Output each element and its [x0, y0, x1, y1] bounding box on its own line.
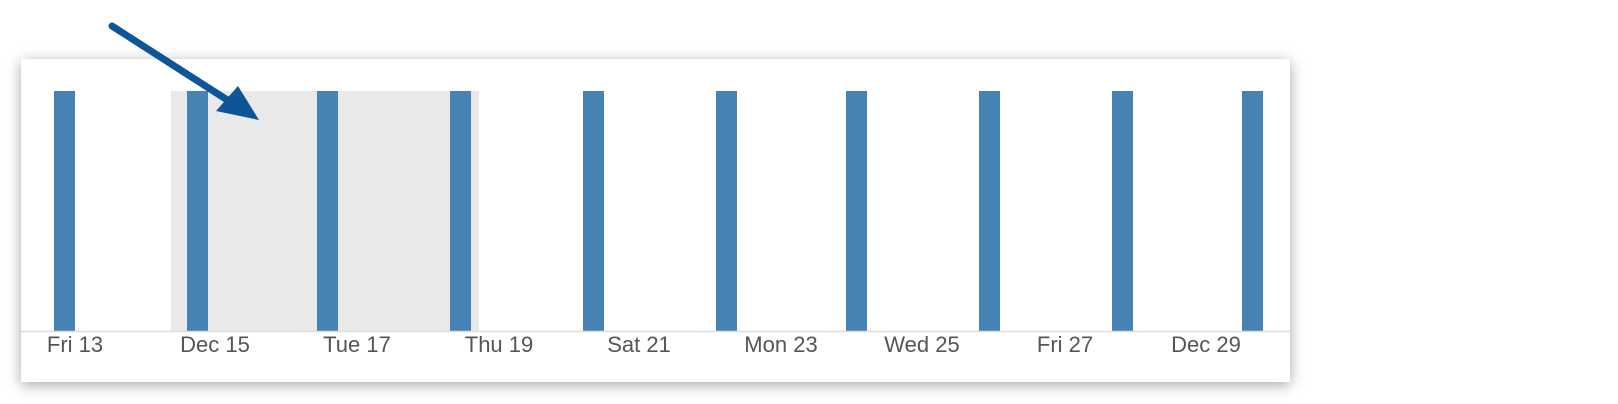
- bar[interactable]: [716, 91, 737, 331]
- x-tick-label: Dec 29: [1171, 332, 1241, 357]
- bar[interactable]: [317, 91, 338, 331]
- bar[interactable]: [54, 91, 75, 331]
- x-tick-label: Fri 13: [47, 332, 103, 357]
- bar[interactable]: [450, 91, 471, 331]
- bar[interactable]: [583, 91, 604, 331]
- arrow: [108, 22, 259, 120]
- x-tick-label: Thu 19: [465, 332, 534, 357]
- x-tick-label: Dec 15: [180, 332, 250, 357]
- x-tick-label: Wed 25: [884, 332, 959, 357]
- x-tick-label: Mon 23: [744, 332, 817, 357]
- x-tick-label: Tue 17: [323, 332, 391, 357]
- x-tick-label: Sat 21: [607, 332, 671, 357]
- x-axis-labels: Fri 13 Dec 15 Tue 17 Thu 19 Sat 21 Mon 23 Wed …: [47, 332, 1241, 357]
- bar[interactable]: [846, 91, 867, 331]
- bars: [54, 91, 1263, 331]
- bar[interactable]: [1112, 91, 1133, 331]
- bar[interactable]: [187, 91, 208, 331]
- x-tick-label: Fri 27: [1037, 332, 1093, 357]
- bar[interactable]: [1242, 91, 1263, 331]
- bar[interactable]: [979, 91, 1000, 331]
